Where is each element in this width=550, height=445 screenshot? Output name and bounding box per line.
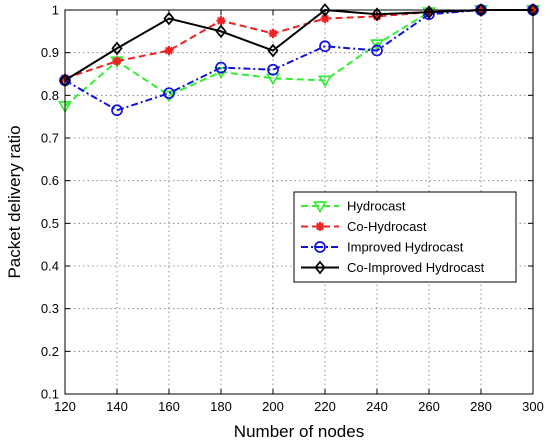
marker-circle (163, 87, 175, 100)
legend-items: Hydrocast Co-Hydrocast Improved Hydrocast C… (301, 199, 485, 275)
legend-item: Improved Hydrocast (301, 240, 464, 255)
x-tick-label: 220 (314, 399, 336, 414)
legend-item: Co-Hydrocast (301, 219, 427, 234)
marker-shape (163, 11, 175, 26)
x-tick-label: 120 (54, 399, 76, 414)
legend: Hydrocast Co-Hydrocast Improved Hydrocast C… (293, 191, 517, 283)
legend-label: Co-Hydrocast (347, 219, 427, 234)
marker-stroke (321, 14, 329, 23)
marker-stroke (316, 222, 324, 231)
marker-asterisk (112, 56, 122, 66)
y-tick-label: 0.6 (41, 173, 59, 188)
marker-circle (319, 40, 331, 53)
legend-label: Hydrocast (347, 199, 406, 214)
marker-asterisk (268, 28, 278, 38)
marker-diamond (163, 11, 175, 26)
marker-circle (215, 61, 227, 74)
y-tick-label: 0.1 (41, 387, 59, 402)
legend-label: Improved Hydrocast (347, 240, 464, 255)
marker-circle (267, 63, 279, 76)
marker-shape (314, 260, 326, 275)
marker-shape (162, 90, 176, 103)
marker-diamond (371, 7, 383, 22)
marker-shape (111, 104, 123, 117)
legend-item: Co-Improved Hydrocast (301, 260, 485, 275)
marker-shape (313, 201, 327, 214)
marker-triangle-down (370, 39, 384, 52)
series-line (64, 9, 533, 80)
marker-shape (314, 241, 326, 253)
y-tick-label: 0.5 (41, 216, 59, 231)
marker-triangle-down (313, 201, 327, 214)
marker-shape (319, 3, 331, 17)
legend-label: Co-Improved Hydrocast (347, 260, 485, 275)
marker-stroke (217, 16, 225, 25)
y-tick-label: 0.3 (41, 301, 59, 316)
marker-circle (314, 241, 326, 253)
y-tick-label: 0.4 (41, 259, 59, 274)
marker-circle (423, 8, 435, 21)
y-tick-label: 0.9 (41, 45, 59, 60)
marker-shape (370, 39, 384, 52)
x-tick-label: 280 (470, 399, 492, 414)
marker-shape (267, 43, 279, 58)
y-tick-label: 0.2 (41, 344, 59, 359)
x-tick-label: 260 (418, 399, 440, 414)
y-axis-title: Packet delivery ratio (5, 125, 24, 278)
marker-triangle-down (318, 75, 332, 88)
marker-circle (371, 44, 383, 57)
marker-shape (319, 40, 331, 53)
plot-frame (64, 9, 534, 395)
marker-shape (423, 8, 435, 21)
marker-asterisk (164, 46, 174, 56)
marker-diamond (111, 41, 123, 56)
marker-shape (371, 7, 383, 22)
marker-shape (111, 41, 123, 56)
marker-shape (371, 44, 383, 57)
y-tick-label: 0.8 (41, 88, 59, 103)
x-axis-title: Number of nodes (234, 422, 364, 441)
marker-diamond (215, 24, 227, 39)
marker-asterisk (216, 16, 226, 26)
x-tick-label: 140 (106, 399, 128, 414)
marker-circle (111, 104, 123, 117)
x-tick-label: 200 (262, 399, 284, 414)
marker-triangle-down (162, 90, 176, 103)
marker-shape (163, 87, 175, 100)
legend-item: Hydrocast (301, 199, 406, 214)
marker-shape (318, 75, 332, 88)
marker-diamond (267, 43, 279, 58)
marker-shape (215, 24, 227, 39)
series-improved-hydrocast (59, 4, 539, 117)
marker-diamond (475, 3, 487, 17)
y-tick-label: 0.7 (41, 131, 59, 146)
x-tick-label: 240 (366, 399, 388, 414)
marker-diamond (319, 3, 331, 17)
series-line (64, 8, 533, 82)
x-tick-label: 300 (522, 399, 544, 414)
marker-stroke (269, 29, 277, 38)
marker-shape (267, 63, 279, 76)
marker-stroke (113, 57, 121, 66)
x-tick-label: 160 (158, 399, 180, 414)
marker-shape (475, 3, 487, 17)
marker-stroke (165, 46, 173, 55)
marker-diamond (314, 260, 326, 275)
x-tick-label: 180 (210, 399, 232, 414)
marker-shape (215, 61, 227, 74)
y-tick-label: 1 (52, 3, 59, 18)
series-line (64, 9, 533, 112)
marker-asterisk (315, 222, 325, 231)
ticks: 120 140 160 180 200 220 240 260 280 300 0.1 0.2 0.3 0… (41, 3, 544, 415)
